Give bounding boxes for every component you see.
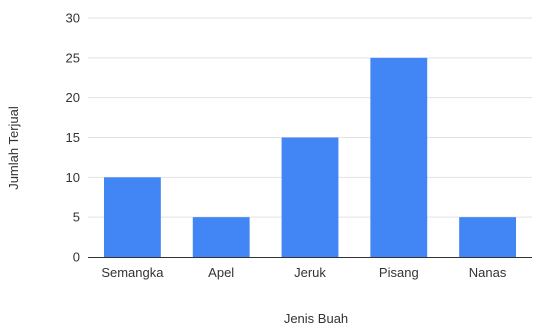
x-axis-title: Jenis Buah	[284, 311, 348, 326]
bar-pisang	[370, 57, 428, 258]
y-tick-label: 25	[66, 50, 80, 65]
y-tick-label: 20	[66, 90, 80, 105]
x-axis-category-labels: Semangka Apel Jeruk Pisang Nanas	[101, 265, 507, 280]
x-category-label: Apel	[208, 265, 234, 280]
x-category-label: Pisang	[379, 265, 419, 280]
bar-jeruk	[281, 137, 339, 257]
x-category-label: Nanas	[469, 265, 507, 280]
y-axis-tick-labels: 0 5 10 15 20 25 30	[66, 11, 80, 265]
y-tick-label: 15	[66, 130, 80, 145]
bar-nanas	[459, 217, 517, 257]
y-tick-label: 30	[66, 11, 80, 26]
bars	[103, 57, 517, 258]
x-category-label: Semangka	[101, 265, 164, 280]
y-axis-title: Jumlah Terjual	[6, 106, 21, 190]
y-tick-label: 5	[73, 210, 80, 225]
bar-semangka	[103, 177, 161, 257]
bar-apel	[192, 217, 250, 257]
x-category-label: Jeruk	[294, 265, 326, 280]
y-tick-label: 10	[66, 170, 80, 185]
y-tick-label: 0	[73, 250, 80, 265]
